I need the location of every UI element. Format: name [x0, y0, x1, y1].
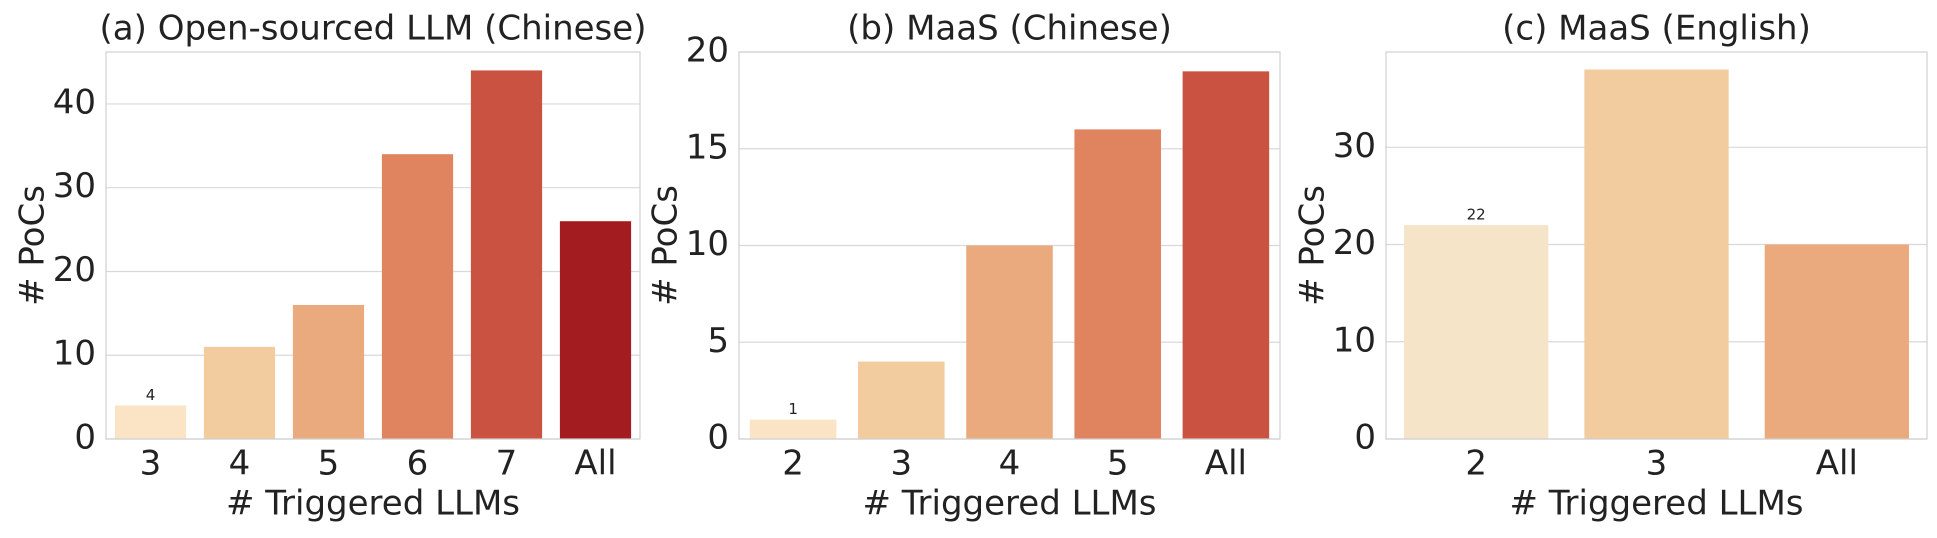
x-axis-label: # Triggered LLMs [862, 484, 1156, 524]
y-tick-label: 15 [686, 127, 729, 167]
chart-title: (c) MaaS (English) [1502, 9, 1811, 49]
plot-frame [105, 51, 641, 440]
y-tick-label: 0 [74, 418, 96, 458]
y-tick-label: 20 [686, 31, 729, 71]
y-tick-label: 5 [707, 321, 729, 361]
x-tick-label: 2 [1465, 444, 1487, 484]
chart-title: (a) Open-sourced LLM (Chinese) [100, 9, 647, 49]
y-axis-label: # PoCs [13, 185, 53, 306]
y-tick-label: 20 [53, 250, 96, 290]
bar [381, 154, 454, 439]
value-label: 22 [1467, 206, 1486, 224]
chart-title: (b) MaaS (Chinese) [847, 9, 1172, 49]
bar [858, 361, 945, 439]
x-tick-label: All [1816, 444, 1858, 484]
bar [966, 245, 1053, 439]
x-tick-label: 7 [496, 444, 518, 484]
bar [1074, 129, 1161, 439]
x-tick-label: 4 [229, 444, 251, 484]
x-tick-label: 4 [999, 444, 1021, 484]
x-tick-label: 3 [140, 444, 162, 484]
bar [1764, 244, 1909, 439]
x-tick-label: All [574, 444, 616, 484]
x-tick-label: 3 [1646, 444, 1668, 484]
y-tick-label: 10 [686, 224, 729, 264]
y-tick-label: 30 [53, 166, 96, 206]
value-label: 4 [146, 386, 156, 404]
y-tick-label: 0 [707, 418, 729, 458]
x-axis-label: # Triggered LLMs [1509, 484, 1803, 524]
bar [749, 419, 837, 439]
bar [203, 346, 276, 439]
y-tick-label: 0 [1354, 418, 1376, 458]
bar [1404, 225, 1549, 439]
x-tick-label: All [1205, 444, 1247, 484]
x-axis-label: # Triggered LLMs [226, 484, 520, 524]
bar [1182, 71, 1270, 439]
x-tick-label: 5 [1107, 444, 1129, 484]
x-tick-label: 6 [407, 444, 429, 484]
y-tick-label: 20 [1333, 223, 1376, 263]
plot-frame [1385, 51, 1928, 440]
bar [559, 221, 632, 439]
value-label: 1 [788, 400, 798, 418]
y-tick-label: 40 [53, 82, 96, 122]
x-tick-label: 3 [890, 444, 912, 484]
x-tick-label: 5 [318, 444, 340, 484]
x-tick-label: 2 [782, 444, 804, 484]
y-axis-label: # PoCs [646, 185, 686, 306]
plot-frame [738, 51, 1281, 440]
bar [470, 70, 543, 439]
y-tick-label: 10 [1333, 320, 1376, 360]
bar [292, 304, 365, 439]
y-tick-label: 10 [53, 334, 96, 374]
y-tick-label: 30 [1333, 126, 1376, 166]
y-axis-label: # PoCs [1293, 185, 1333, 306]
bar [1584, 69, 1729, 440]
bar [114, 405, 187, 439]
